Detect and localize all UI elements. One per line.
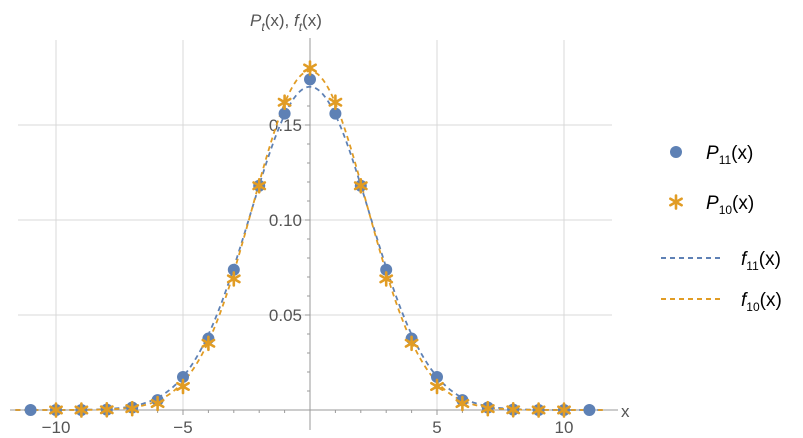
point-p10 <box>252 178 267 194</box>
point-p10 <box>201 335 216 352</box>
point-p10 <box>379 271 394 287</box>
legend-item-f10: f10(x) <box>661 290 782 314</box>
point-p11 <box>431 370 443 383</box>
point-p10 <box>455 395 470 412</box>
legend-item-p10: P10(x) <box>669 193 754 217</box>
point-p10 <box>430 378 444 395</box>
point-p10 <box>557 402 571 418</box>
point-p10 <box>531 402 546 418</box>
legend-marker <box>669 194 683 210</box>
axes <box>10 38 618 430</box>
y-axis-label: Pt(x), ft(x) <box>250 11 322 34</box>
x-tick-label: −5 <box>173 418 192 437</box>
point-p11 <box>329 107 342 120</box>
point-p11 <box>177 370 189 383</box>
point-p11 <box>380 263 393 276</box>
legend-marker <box>670 146 682 158</box>
series-curve-f11 <box>15 85 605 411</box>
point-p10 <box>353 178 368 194</box>
grid <box>18 40 612 410</box>
point-p10 <box>226 271 241 287</box>
legend-label: P10(x) <box>706 193 754 217</box>
legend-item-f11: f11(x) <box>661 249 781 273</box>
legend-label: P11(x) <box>706 143 753 167</box>
point-p10 <box>328 94 343 110</box>
point-p10 <box>506 402 521 418</box>
point-p10 <box>277 94 292 110</box>
y-tick-label: 0.05 <box>269 306 302 325</box>
x-tick-label: 5 <box>432 418 441 437</box>
point-p10 <box>303 60 317 76</box>
point-p11 <box>583 404 596 416</box>
point-p10 <box>49 402 63 418</box>
point-p11 <box>304 73 316 86</box>
legend-item-p11: P11(x) <box>670 143 753 167</box>
point-p10 <box>480 400 495 417</box>
legend-label: f11(x) <box>741 249 781 273</box>
y-tick-label: 0.10 <box>269 211 302 230</box>
point-p10 <box>176 378 190 395</box>
point-p10 <box>74 402 89 418</box>
x-axis-label: x <box>621 402 630 421</box>
legend-label: f10(x) <box>741 290 782 314</box>
point-p11 <box>227 263 240 276</box>
point-p11 <box>24 404 37 416</box>
point-p10 <box>125 400 140 417</box>
legend: P11(x) P10(x) f11(x) f10(x) <box>661 143 782 314</box>
point-p10 <box>99 402 114 418</box>
x-tick-label: 10 <box>555 418 574 437</box>
x-tick-label: −10 <box>42 418 71 437</box>
point-p10 <box>150 395 165 412</box>
series-points-p10 <box>49 60 571 418</box>
point-p11 <box>278 107 291 120</box>
point-p10 <box>404 335 419 352</box>
